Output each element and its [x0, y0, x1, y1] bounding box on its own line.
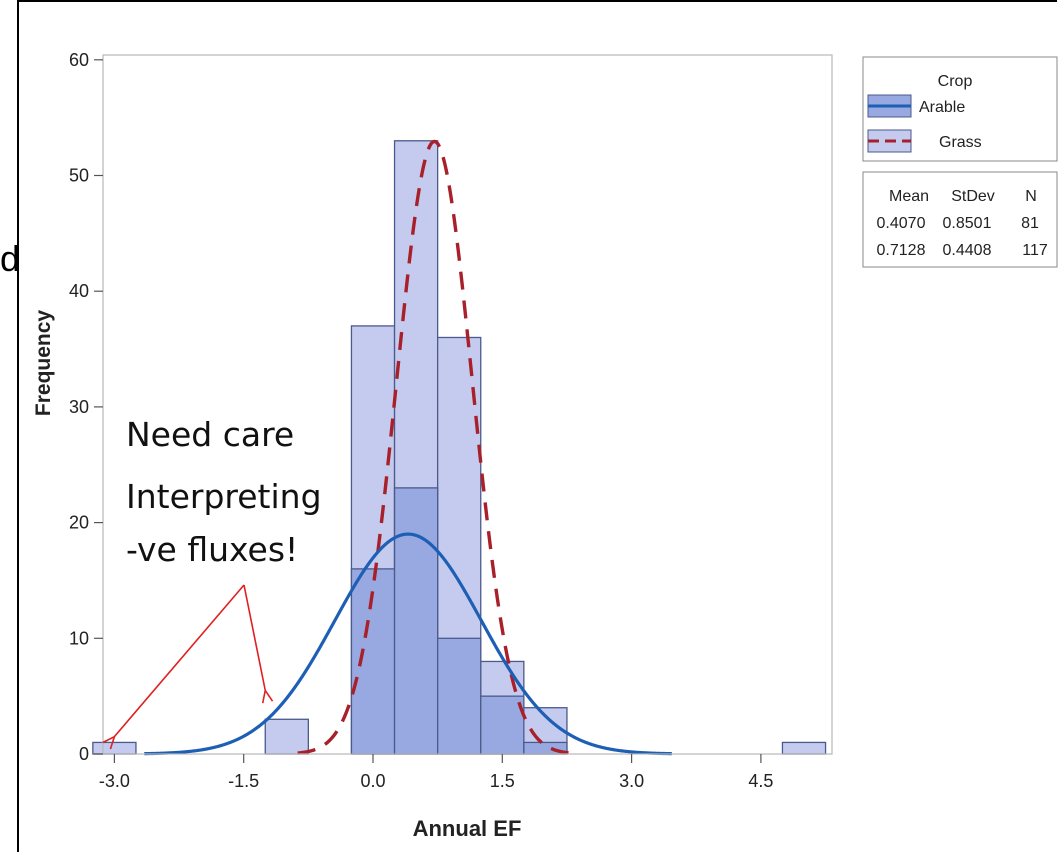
stats-arable-mean: 0.4070 [877, 215, 926, 232]
grass-bar-0 [92, 741, 137, 755]
annotation: Need care Interpreting -ve fluxes! [114, 415, 322, 737]
y-tick-label-6: 60 [69, 50, 89, 70]
y-tick-label-5: 50 [69, 166, 89, 186]
annotation-line-3: -ve fluxes! [126, 530, 298, 569]
annotation-arrows [114, 584, 265, 737]
fit-curves [144, 139, 672, 756]
y-axis: 0 10 20 30 40 50 60 [69, 50, 103, 764]
stats-grass-stdev: 0.4408 [943, 242, 992, 259]
figure-frame [17, 0, 1057, 852]
stats-arable-n: 81 [1021, 215, 1039, 232]
legend: Crop Arable Grass Mean StDev N 0.4070 0.… [862, 56, 1058, 268]
cropped-edge-text: d [0, 238, 21, 279]
stats-header-n: N [1025, 188, 1037, 205]
grass-bar-1 [264, 718, 309, 755]
arable-bar-2 [436, 637, 482, 755]
annotation-line-1: Need care [126, 415, 294, 454]
x-tick-label-0: -3.0 [99, 771, 130, 791]
stats-header-stdev: StDev [951, 188, 995, 205]
grass-bar-7 [781, 741, 827, 755]
y-tick-label-1: 10 [69, 628, 89, 648]
stats-box [862, 171, 1058, 268]
y-axis-label: Frequency [32, 310, 55, 417]
stats-grass-mean: 0.7128 [877, 242, 926, 259]
legend-title: Crop [938, 73, 973, 90]
arable-fit-curve [144, 532, 672, 756]
x-tick-label-2: 0.0 [360, 771, 385, 791]
x-axis-label: Annual EF [413, 816, 522, 841]
legend-entry-grass: Grass [939, 134, 982, 151]
y-tick-label-3: 30 [69, 397, 89, 417]
arable-bars [350, 487, 568, 755]
stats-header-mean: Mean [889, 188, 929, 205]
x-tick-label-1: -1.5 [228, 771, 259, 791]
x-tick-label-4: 3.0 [619, 771, 644, 791]
stats-arable-stdev: 0.8501 [943, 215, 992, 232]
y-tick-label-0: 0 [79, 744, 89, 764]
x-tick-label-5: 4.5 [748, 771, 773, 791]
x-axis: -3.0 -1.5 0.0 1.5 3.0 4.5 [99, 754, 773, 791]
annotation-line-2: Interpreting [126, 477, 322, 516]
annotation-arrow-0 [114, 584, 245, 737]
arable-bar-1 [393, 487, 439, 755]
y-tick-label-4: 40 [69, 281, 89, 301]
plot-area [102, 54, 833, 755]
y-tick-label-2: 20 [69, 513, 89, 533]
x-tick-label-3: 1.5 [490, 771, 515, 791]
grass-fit-curve [297, 139, 572, 755]
legend-entry-arable: Arable [919, 99, 965, 116]
stats-grass-n: 117 [1022, 242, 1048, 259]
arable-bar-3 [480, 695, 525, 755]
annotation-arrow-1 [243, 584, 265, 690]
